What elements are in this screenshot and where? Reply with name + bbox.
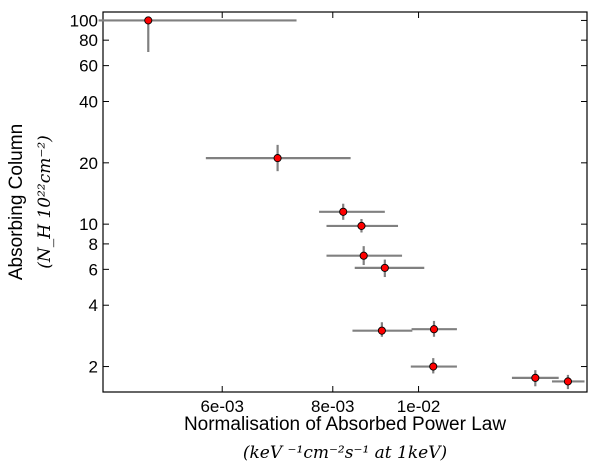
y-axis-units: (N_H 10²²cm⁻²) xyxy=(35,135,55,269)
data-point xyxy=(531,373,540,382)
y-tick-label: 4 xyxy=(89,296,98,315)
data-point xyxy=(273,154,282,163)
y-tick-label: 2 xyxy=(89,358,98,377)
x-tick-label: 6e-03 xyxy=(200,397,243,416)
y-tick-label: 100 xyxy=(70,11,98,30)
y-tick-label: 10 xyxy=(79,215,98,234)
x-axis-title: Normalisation of Absorbed Power Law xyxy=(184,414,506,435)
y-tick-label: 40 xyxy=(79,93,98,112)
y-tick-label: 60 xyxy=(79,57,98,76)
data-point xyxy=(377,326,386,335)
error-bars xyxy=(98,19,585,390)
plot-frame xyxy=(102,11,588,393)
data-point xyxy=(144,16,153,25)
data-point xyxy=(359,251,368,260)
x-tick-label: 8e-03 xyxy=(311,397,354,416)
data-point xyxy=(357,221,366,230)
data-point xyxy=(563,377,572,386)
data-points xyxy=(144,16,572,386)
y-tick-label: 8 xyxy=(89,235,98,254)
y-tick-label: 80 xyxy=(79,31,98,50)
data-point xyxy=(380,263,389,272)
data-point xyxy=(429,362,438,371)
data-point xyxy=(429,325,439,334)
y-axis-title: Absorbing Column xyxy=(6,124,27,280)
x-tick-label: 1e-02 xyxy=(397,397,440,416)
data-point xyxy=(339,207,348,216)
y-tick-label: 6 xyxy=(89,260,98,279)
x-axis-units: (keV ⁻¹cm⁻²s⁻¹ at 1keV) xyxy=(243,443,447,463)
y-tick-label: 20 xyxy=(79,154,98,173)
